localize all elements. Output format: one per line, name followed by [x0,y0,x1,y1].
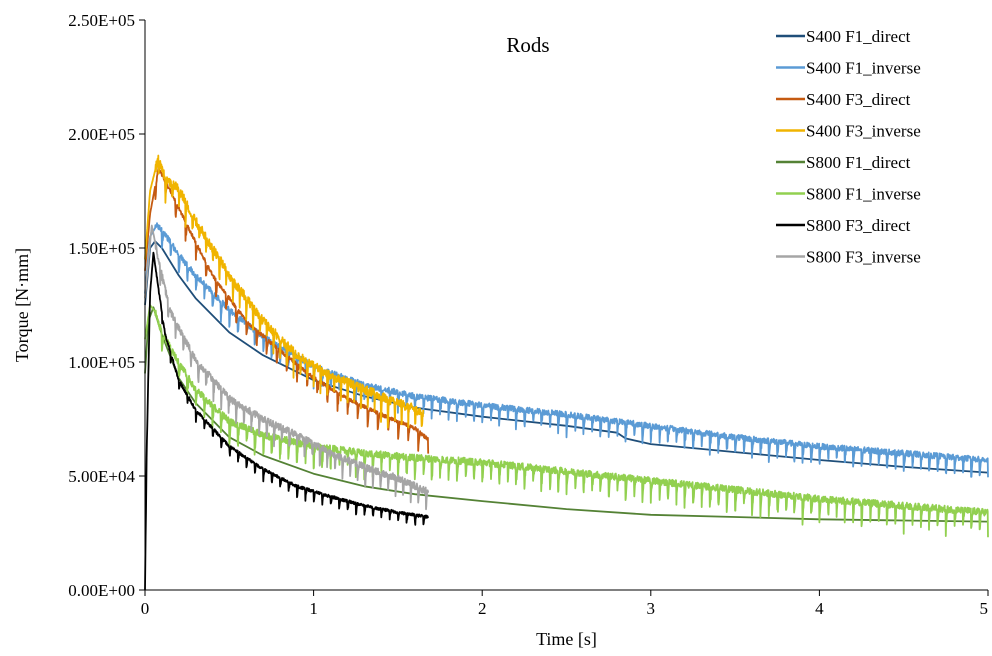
legend-label: S800 F3_direct [806,216,911,235]
legend-label: S800 F1_inverse [806,185,921,204]
series-line [144,304,989,538]
x-tick-label: 2 [478,599,487,618]
y-axis-title: Torque [N·mm] [12,248,32,362]
plot-axes [144,20,988,591]
y-tick-label: 0.00E+00 [68,581,135,600]
y-tick-label: 1.00E+05 [68,353,135,372]
chart-title: Rods [506,33,549,57]
x-tick-label: 1 [309,599,318,618]
y-tick-label: 2.50E+05 [68,11,135,30]
series-line [144,154,425,429]
legend: S400 F1_direct S400 F1_inverse S400 F3_dir… [776,27,921,267]
x-axis-title: Time [s] [536,629,597,649]
x-ticks: 0 1 2 3 4 5 [141,590,989,618]
y-tick-label: 5.00E+04 [68,467,135,486]
legend-label: S400 F3_direct [806,90,911,109]
legend-label: S400 F3_inverse [806,122,921,141]
x-tick-label: 4 [815,599,824,618]
series-line [144,222,989,478]
series-line [144,251,429,591]
y-tick-label: 2.00E+05 [68,125,135,144]
legend-label: S400 F1_direct [806,27,911,46]
x-tick-label: 5 [980,599,989,618]
x-tick-label: 3 [647,599,656,618]
series-lines [144,154,989,591]
x-tick-label: 0 [141,599,150,618]
legend-label: S800 F1_direct [806,153,911,172]
y-ticks: 0.00E+00 5.00E+04 1.00E+05 1.50E+05 2.00E+05… [68,11,145,600]
legend-label: S800 F3_inverse [806,248,921,267]
series-line [144,224,430,511]
legend-label: S400 F1_inverse [806,59,921,78]
y-tick-label: 1.50E+05 [68,239,135,258]
